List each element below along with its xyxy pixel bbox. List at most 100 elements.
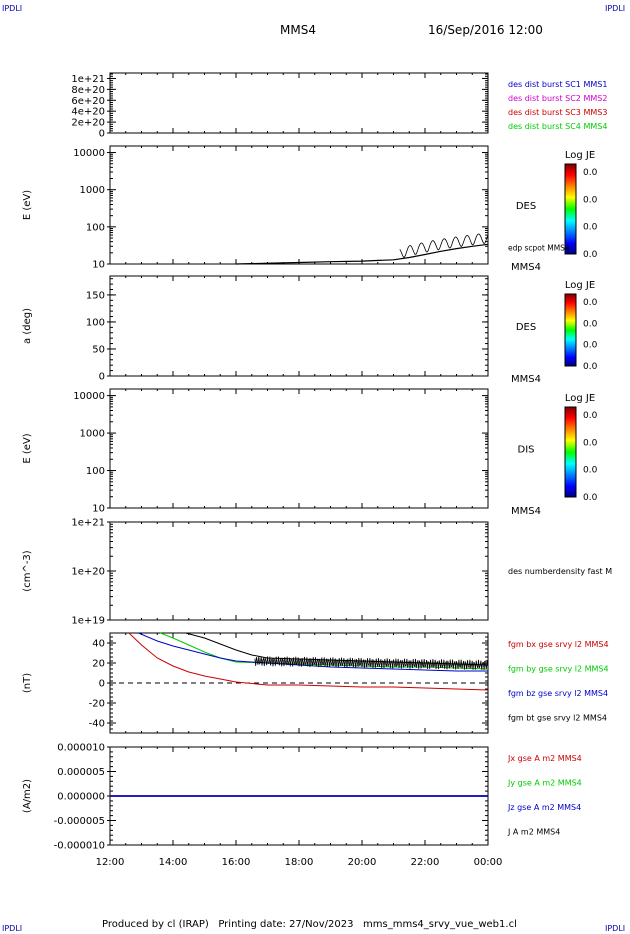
legend-entry: Jx gse A m2 MMS4	[507, 754, 582, 763]
panel-frame	[109, 388, 489, 509]
colorbar-title: Log JE	[565, 393, 595, 404]
y-tick-label: -0.000005	[54, 816, 105, 827]
panel-p5	[107, 521, 489, 621]
legend-entry: des dist burst SC3 MMS3	[508, 108, 607, 117]
y-axis-label: (nT)	[22, 673, 33, 693]
instrument-label: DES	[516, 201, 536, 212]
x-tick-label: 18:00	[285, 857, 314, 868]
corner-tag-bottom-right: IPDLI	[605, 924, 626, 933]
spacecraft-label: MMS4	[511, 506, 541, 517]
colorbar-tick-label: 0.0	[583, 493, 598, 503]
x-tick-label: 22:00	[411, 857, 440, 868]
colorbar	[564, 293, 577, 367]
y-tick-label: -40	[89, 719, 105, 730]
colorbar-tick-label: 0.0	[583, 362, 598, 372]
colorbar-tick-label: 0.0	[583, 438, 598, 448]
y-tick-label: 1e+21	[71, 518, 105, 529]
x-tick-label: 00:00	[474, 857, 503, 868]
y-tick-label: 1000	[80, 185, 105, 196]
y-tick-label: 0	[99, 679, 105, 690]
panel-frame	[109, 521, 489, 621]
spacecraft-title: MMS4	[280, 23, 316, 37]
instrument-label: DIS	[518, 445, 535, 456]
y-tick-label: 150	[86, 290, 105, 301]
colorbar-title: Log JE	[565, 280, 595, 291]
legend-entry: des dist burst SC1 MMS1	[508, 80, 607, 89]
y-axis-label: E (eV)	[22, 190, 33, 220]
colorbar-tick-label: 0.0	[583, 411, 598, 421]
y-tick-label: 10	[92, 260, 105, 271]
y-tick-label: 2e+20	[71, 118, 105, 129]
datetime-title: 16/Sep/2016 12:00	[428, 23, 543, 37]
x-tick-label: 14:00	[159, 857, 188, 868]
colorbar-tick-label: 0.0	[583, 466, 598, 476]
y-axis-label: E (eV)	[22, 433, 33, 463]
colorbar	[564, 163, 577, 255]
colorbar-tick-label: 0.0	[583, 298, 598, 308]
y-axis-label: a (deg)	[22, 308, 33, 344]
series-line	[185, 632, 489, 666]
y-tick-label: 1000	[80, 429, 105, 440]
panel-p1	[107, 72, 489, 134]
panel-frame	[109, 275, 489, 377]
bt-fluctuation	[254, 656, 489, 670]
panel-frame	[109, 72, 489, 134]
y-tick-label: 1e+19	[71, 616, 105, 627]
y-axis-label: (A/m2)	[22, 779, 33, 813]
y-tick-label: 4e+20	[71, 107, 105, 118]
y-tick-label: 10000	[73, 391, 105, 402]
y-tick-label: 0	[99, 372, 105, 383]
y-tick-label: 40	[92, 639, 105, 650]
x-tick-label: 20:00	[348, 857, 377, 868]
y-tick-label: 0.000005	[57, 767, 105, 778]
y-tick-label: 1e+20	[71, 567, 105, 578]
legend-entry: fgm bx gse srvy l2 MMS4	[508, 640, 609, 649]
y-tick-label: 100	[86, 222, 105, 233]
y-axis-label: (cm^-3)	[22, 550, 33, 591]
legend-entry: des dist burst SC2 MMS2	[508, 94, 607, 103]
colorbar-tick-label: 0.0	[583, 319, 598, 329]
y-tick-label: 10	[92, 504, 105, 515]
legend-entry: Jz gse A m2 MMS4	[507, 803, 581, 812]
colorbar	[564, 406, 577, 498]
overlay-label: edp scpot MMS4	[508, 243, 570, 252]
y-tick-label: 10000	[73, 148, 105, 159]
footer-credit: Produced by cl (IRAP) Printing date: 27/…	[102, 919, 517, 930]
legend-entry: J A m2 MMS4	[507, 828, 560, 837]
y-tick-label: 8e+20	[71, 85, 105, 96]
colorbar-tick-label: 0.0	[583, 341, 598, 351]
colorbar-tick-label: 0.0	[583, 223, 598, 233]
panel-p2	[107, 145, 577, 265]
colorbar-tick-label: 0.0	[583, 168, 598, 178]
y-tick-label: 100	[86, 466, 105, 477]
scpot-line	[235, 243, 489, 265]
legend-entry: fgm bz gse srvy l2 MMS4	[508, 689, 608, 698]
legend-entry: fgm by gse srvy l2 MMS4	[508, 665, 609, 674]
y-tick-label: 1e+21	[71, 74, 105, 85]
panel-frame	[109, 145, 489, 265]
instrument-label: DES	[516, 322, 536, 333]
legend-entry: des dist burst SC4 MMS4	[508, 122, 607, 131]
colorbar-tick-label: 0.0	[583, 195, 598, 205]
y-tick-label: 50	[92, 344, 105, 355]
panel-p6	[107, 632, 489, 734]
corner-tag-top-right: IPDLI	[605, 4, 626, 13]
series-line	[128, 632, 489, 691]
legend-entry: des numberdensity fast M	[508, 567, 612, 576]
y-tick-label: 6e+20	[71, 96, 105, 107]
legend-entry: fgm bt gse srvy l2 MMS4	[508, 714, 607, 723]
y-tick-label: -0.000010	[54, 841, 105, 852]
corner-tag-top-left: IPDLI	[2, 4, 23, 13]
spacecraft-label: MMS4	[511, 374, 541, 385]
corner-tag-bottom-left: IPDLI	[2, 924, 23, 933]
x-tick-label: 16:00	[222, 857, 251, 868]
colorbar-tick-label: 0.0	[583, 250, 598, 260]
y-tick-label: 0	[99, 129, 105, 140]
y-tick-label: 0.000010	[57, 743, 105, 754]
panel-p3	[107, 275, 577, 377]
x-tick-label: 12:00	[96, 857, 125, 868]
spacecraft-label: MMS4	[511, 262, 541, 273]
y-tick-label: 100	[86, 317, 105, 328]
y-tick-label: 20	[92, 659, 105, 670]
